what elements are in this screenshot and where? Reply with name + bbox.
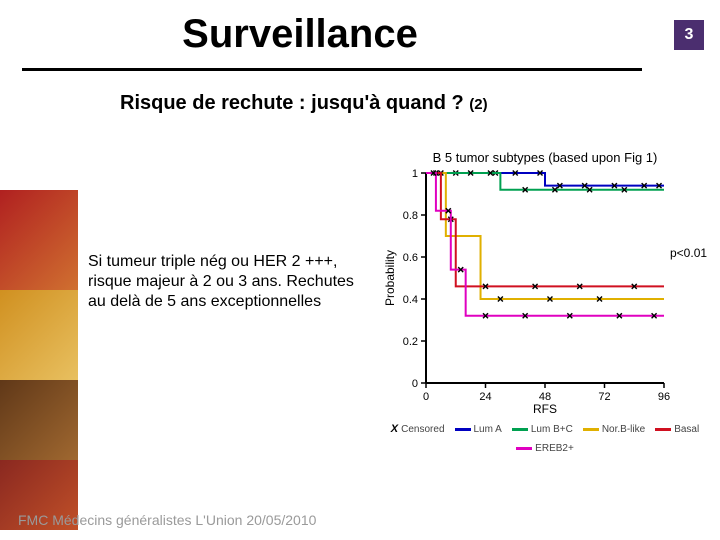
svg-text:0.8: 0.8 (403, 210, 418, 222)
subtitle: Risque de rechute : jusqu'à quand ? (2) (120, 92, 488, 115)
legend-item: Nor.B-like (583, 423, 645, 435)
legend-item: Lum B+C (512, 423, 573, 435)
body-text: Si tumeur triple nég ou HER 2 +++, risqu… (88, 252, 368, 312)
legend-item: Basal (655, 423, 699, 435)
subtitle-main: Risque de rechute : jusqu'à quand ? (120, 92, 464, 114)
survival-chart: B 5 tumor subtypes (based upon Fig 1) 00… (380, 150, 710, 454)
svg-text:0.2: 0.2 (403, 336, 418, 348)
svg-text:1: 1 (412, 169, 418, 180)
slide-title: Surveillance (0, 12, 600, 57)
svg-text:24: 24 (479, 391, 491, 403)
chart-plot: 00.20.40.60.81024487296ProbabilityRFSp<0… (380, 169, 714, 417)
svg-text:RFS: RFS (533, 402, 557, 416)
svg-text:96: 96 (658, 391, 670, 403)
side-art-panel (0, 190, 78, 290)
legend-item: EREB2+ (516, 443, 574, 454)
svg-text:72: 72 (598, 391, 610, 403)
svg-text:0.4: 0.4 (403, 294, 418, 306)
subtitle-suffix: (2) (469, 96, 487, 113)
chart-title: B 5 tumor subtypes (based upon Fig 1) (380, 150, 710, 165)
legend-item: Lum A (455, 423, 502, 435)
svg-text:Probability: Probability (383, 250, 397, 306)
svg-text:0: 0 (412, 378, 418, 390)
svg-text:p<0.01: p<0.01 (670, 246, 707, 260)
svg-text:0: 0 (423, 391, 429, 403)
svg-text:0.6: 0.6 (403, 252, 418, 264)
page-number-badge: 3 (674, 20, 704, 50)
side-art-strip (0, 190, 78, 530)
legend-item: XCensored (391, 423, 445, 435)
side-art-panel (0, 290, 78, 380)
side-art-panel (0, 380, 78, 460)
footer-text: FMC Médecins généralistes L'Union 20/05/… (18, 512, 316, 528)
chart-legend: XCensored Lum A Lum B+C Nor.B-like Basal EREB… (380, 423, 710, 454)
title-rule (22, 68, 642, 71)
